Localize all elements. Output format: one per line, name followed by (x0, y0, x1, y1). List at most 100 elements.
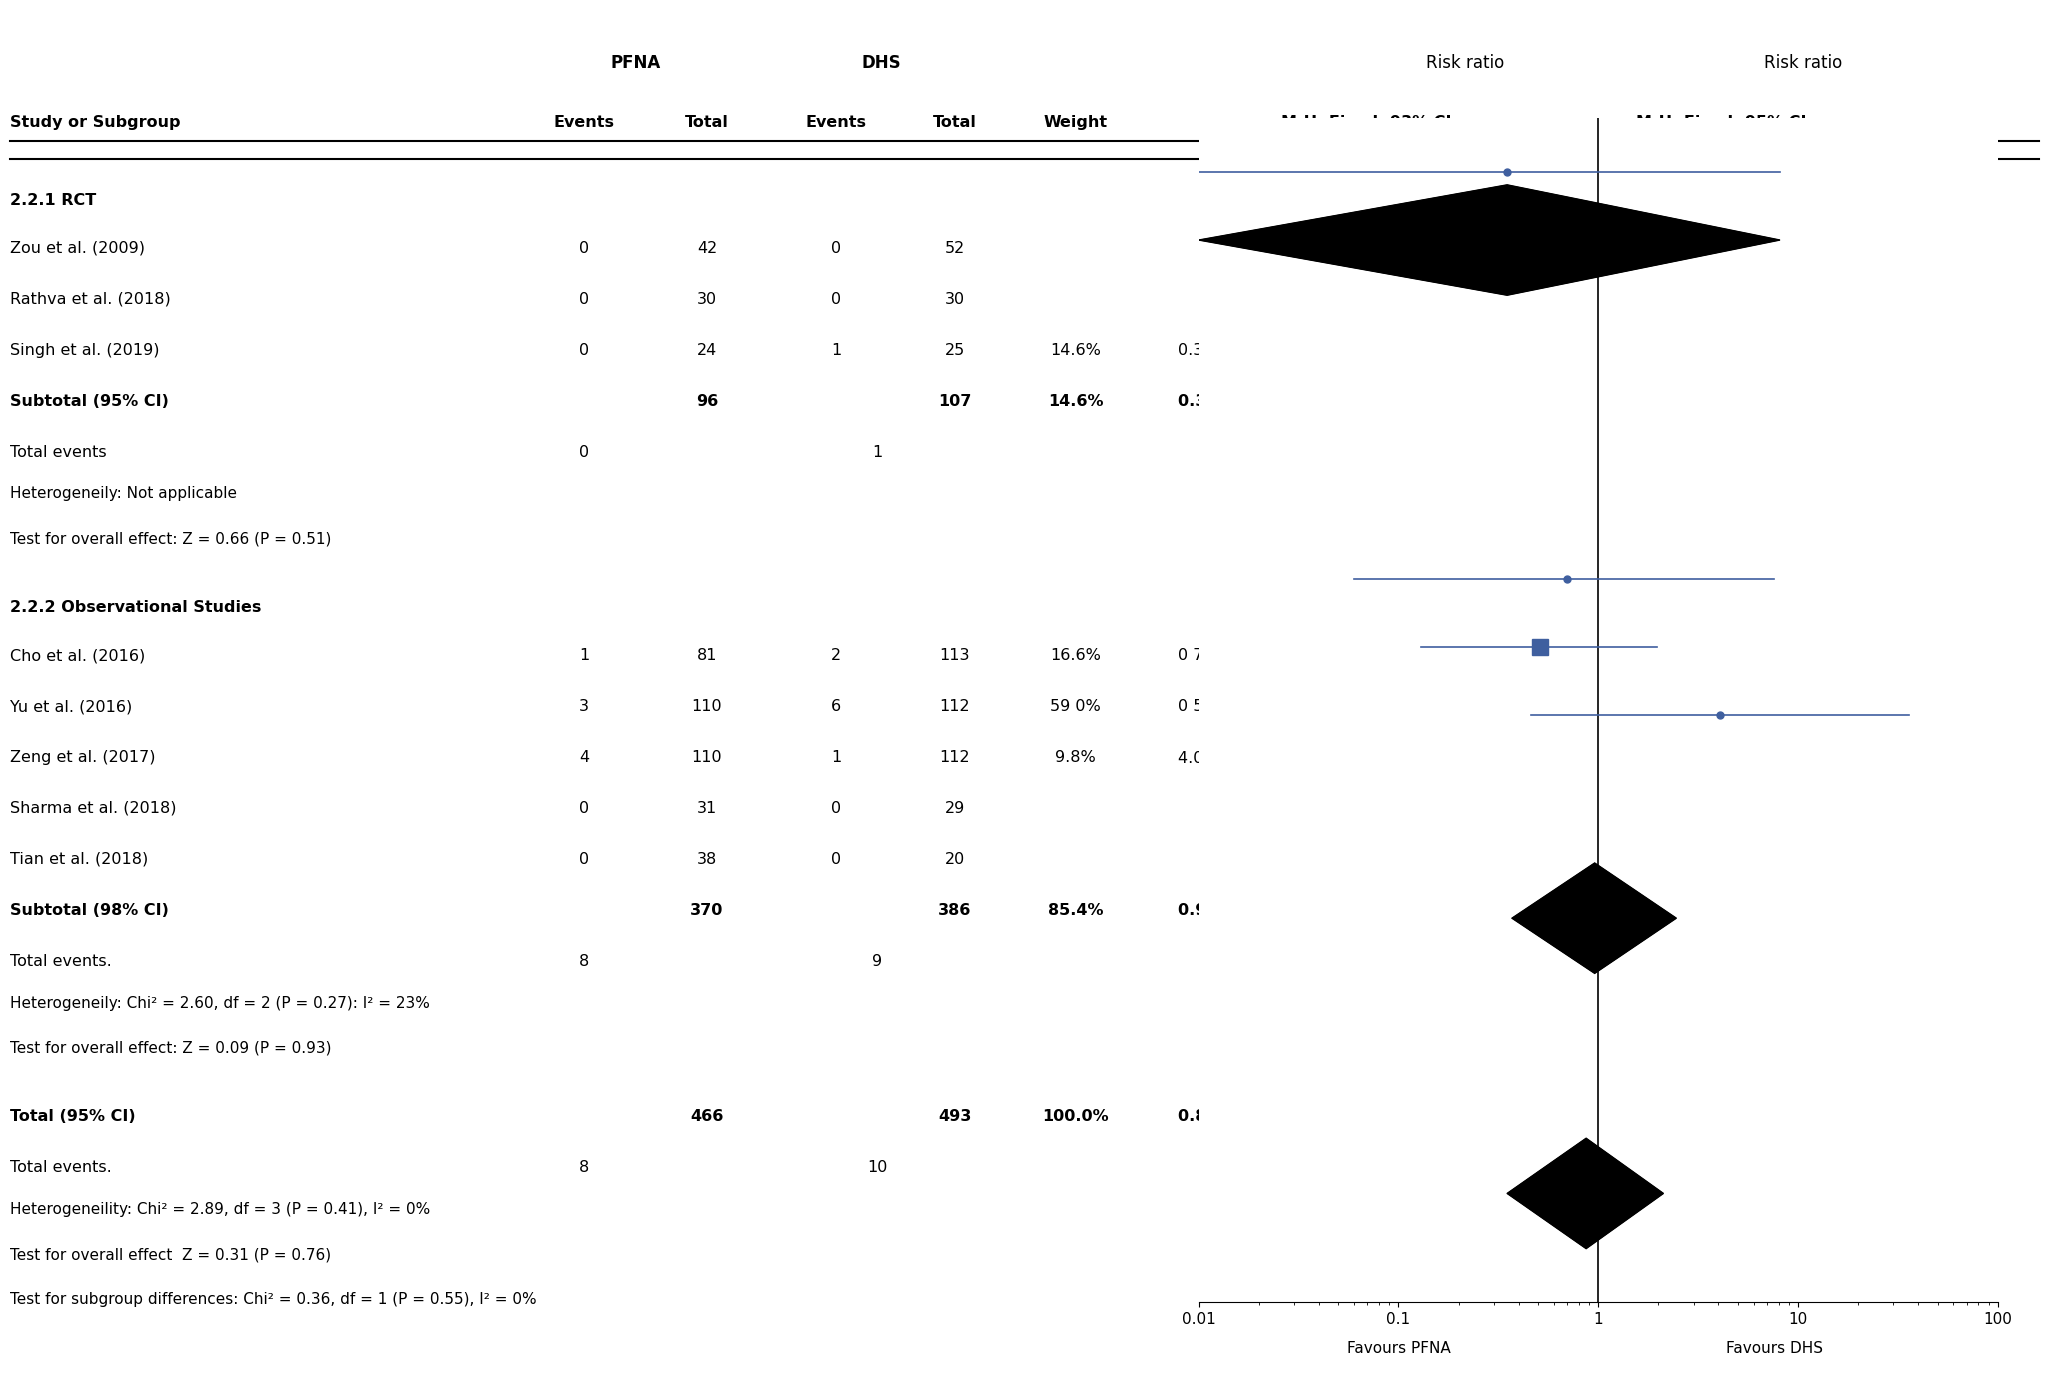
Text: Study or Subgroup: Study or Subgroup (10, 116, 180, 130)
Text: 85.4%: 85.4% (1047, 903, 1104, 918)
Text: 31: 31 (697, 801, 717, 816)
Polygon shape (1508, 1138, 1664, 1248)
Text: 14.6%: 14.6% (1051, 343, 1100, 358)
Text: 42: 42 (697, 241, 717, 256)
Text: PFNA: PFNA (611, 54, 660, 71)
Text: 81: 81 (697, 648, 717, 663)
Text: 0.87 [0.35 , 2.12]: 0.87 [0.35 , 2.12] (1178, 1109, 1334, 1124)
Text: Subtotal (95% CI): Subtotal (95% CI) (10, 394, 170, 408)
Text: 110: 110 (693, 749, 721, 765)
Text: 2.2.1 RCT: 2.2.1 RCT (10, 194, 96, 208)
Text: Weight: Weight (1043, 116, 1109, 130)
Text: 24: 24 (697, 343, 717, 358)
Text: 4.07 (0.46 , 35.87]: 4.07 (0.46 , 35.87] (1178, 749, 1328, 765)
Text: Favours DHS: Favours DHS (1725, 1341, 1822, 1357)
Text: 14.6%: 14.6% (1047, 394, 1104, 408)
Text: Not estimable: Not estimable (1307, 291, 1420, 306)
Text: DHS: DHS (861, 54, 902, 71)
Text: 6: 6 (832, 699, 840, 715)
Text: 38: 38 (697, 853, 717, 866)
Text: 9: 9 (873, 954, 881, 968)
Text: 1: 1 (830, 749, 842, 765)
Text: 9.8%: 9.8% (1055, 749, 1096, 765)
Text: 2: 2 (832, 648, 840, 663)
Text: 0: 0 (832, 291, 840, 306)
Text: Events: Events (805, 116, 867, 130)
Text: Tian et al. (2018): Tian et al. (2018) (10, 853, 148, 866)
Text: 4: 4 (580, 749, 588, 765)
Text: 386: 386 (938, 903, 971, 918)
Text: Risk ratio: Risk ratio (1764, 54, 1842, 71)
Text: Not estimable: Not estimable (1307, 801, 1420, 816)
Text: 8: 8 (578, 954, 590, 968)
Text: Yu et al. (2016): Yu et al. (2016) (10, 699, 133, 715)
Text: Total events.: Total events. (10, 954, 113, 968)
Text: Test for overall effect: Z = 0.09 (P = 0.93): Test for overall effect: Z = 0.09 (P = 0… (10, 1041, 332, 1056)
Text: Total events.: Total events. (10, 1160, 113, 1176)
Text: 1: 1 (871, 444, 883, 460)
Text: Heterogeneily: Not applicable: Heterogeneily: Not applicable (10, 486, 238, 501)
Text: 52: 52 (945, 241, 965, 256)
Text: Heterogeneily: Chi² = 2.60, df = 2 (P = 0.27): I² = 23%: Heterogeneily: Chi² = 2.60, df = 2 (P = … (10, 996, 430, 1010)
Text: 20: 20 (945, 853, 965, 866)
Text: 112: 112 (940, 749, 969, 765)
Text: Risk ratio: Risk ratio (1426, 54, 1504, 71)
Text: Not estimable: Not estimable (1307, 853, 1420, 866)
Text: 107: 107 (938, 394, 971, 408)
Text: Singh et al. (2019): Singh et al. (2019) (10, 343, 160, 358)
Text: 30: 30 (945, 291, 965, 306)
Text: 0 70 [0.06 , 7 56]: 0 70 [0.06 , 7 56] (1178, 648, 1318, 663)
Text: 59 0%: 59 0% (1051, 699, 1100, 715)
Text: Test for overall effect: Z = 0.66 (P = 0.51): Test for overall effect: Z = 0.66 (P = 0… (10, 531, 332, 546)
Text: M-H, Fixed, 93% CI: M-H, Fixed, 93% CI (1281, 116, 1451, 130)
Text: 0: 0 (580, 853, 588, 866)
Text: 1: 1 (578, 648, 590, 663)
Text: Zou et al. (2009): Zou et al. (2009) (10, 241, 145, 256)
Text: Subtotal (98% CI): Subtotal (98% CI) (10, 903, 170, 918)
Text: 10: 10 (867, 1160, 887, 1176)
Text: 8: 8 (578, 1160, 590, 1176)
Text: 0: 0 (580, 444, 588, 460)
Text: 0: 0 (580, 241, 588, 256)
Text: 0: 0 (580, 343, 588, 358)
Text: M-H, Fixed, 95% CI: M-H, Fixed, 95% CI (1635, 116, 1807, 130)
Text: Test for overall effect  Z = 0.31 (P = 0.76): Test for overall effect Z = 0.31 (P = 0.… (10, 1247, 332, 1262)
Text: 0: 0 (832, 801, 840, 816)
Text: Events: Events (553, 116, 615, 130)
Text: 110: 110 (693, 699, 721, 715)
Text: Total: Total (932, 116, 977, 130)
Polygon shape (1512, 864, 1676, 974)
Text: 0: 0 (832, 241, 840, 256)
Text: Zeng et al. (2017): Zeng et al. (2017) (10, 749, 156, 765)
Text: 29: 29 (945, 801, 965, 816)
Text: Rathva et al. (2018): Rathva et al. (2018) (10, 291, 170, 306)
Text: 16.6%: 16.6% (1051, 648, 1100, 663)
Text: Not estimable: Not estimable (1307, 241, 1420, 256)
Text: 370: 370 (691, 903, 723, 918)
Text: 493: 493 (938, 1109, 971, 1124)
Text: Sharma et al. (2018): Sharma et al. (2018) (10, 801, 176, 816)
Text: 0.35 [0.01 , 8.12]: 0.35 [0.01 , 8.12] (1178, 343, 1318, 358)
Text: 0.96 [0.37 , 2.46]: 0.96 [0.37 , 2.46] (1178, 903, 1334, 918)
Text: 100.0%: 100.0% (1043, 1109, 1109, 1124)
Text: Favours PFNA: Favours PFNA (1346, 1341, 1451, 1357)
Polygon shape (1199, 185, 1781, 295)
Text: Total events: Total events (10, 444, 107, 460)
Text: Total (95% CI): Total (95% CI) (10, 1109, 135, 1124)
Text: 25: 25 (945, 343, 965, 358)
Text: 0: 0 (580, 291, 588, 306)
Text: 0: 0 (580, 801, 588, 816)
Text: 0: 0 (832, 853, 840, 866)
Text: 112: 112 (940, 699, 969, 715)
Text: 113: 113 (940, 648, 969, 663)
Text: 96: 96 (697, 394, 717, 408)
Text: Test for subgroup differences: Chi² = 0.36, df = 1 (P = 0.55), I² = 0%: Test for subgroup differences: Chi² = 0.… (10, 1293, 537, 1307)
Text: Cho et al. (2016): Cho et al. (2016) (10, 648, 145, 663)
Text: 3: 3 (580, 699, 588, 715)
Text: 0 51 [0.13 , 1 98]: 0 51 [0.13 , 1 98] (1178, 699, 1318, 715)
Text: 466: 466 (691, 1109, 723, 1124)
Text: Heterogeneility: Chi² = 2.89, df = 3 (P = 0.41), I² = 0%: Heterogeneility: Chi² = 2.89, df = 3 (P … (10, 1202, 430, 1217)
Text: 1: 1 (830, 343, 842, 358)
Text: Total: Total (684, 116, 729, 130)
Text: 0.35 [0.01 , 8.12]: 0.35 [0.01 , 8.12] (1178, 394, 1334, 408)
